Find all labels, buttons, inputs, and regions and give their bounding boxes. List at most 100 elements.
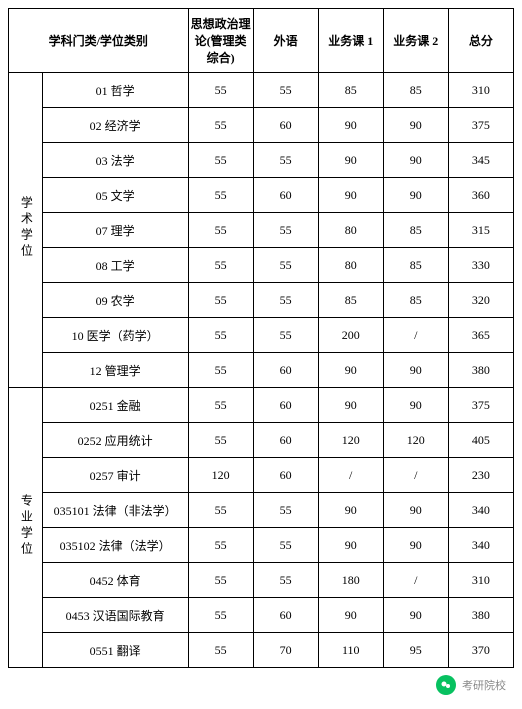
data-cell: 180 [318, 563, 383, 598]
subject-cell: 02 经济学 [42, 108, 188, 143]
data-cell: 90 [318, 143, 383, 178]
table-row: 学术学位01 哲学55558585310 [9, 73, 514, 108]
data-cell: 90 [318, 493, 383, 528]
score-table: 学科门类/学位类别 思想政治理论(管理类综合) 外语 业务课 1 业务课 2 总… [8, 8, 514, 668]
subject-cell: 0257 审计 [42, 458, 188, 493]
header-col5: 总分 [448, 9, 513, 73]
data-cell: 55 [253, 528, 318, 563]
data-cell: 55 [188, 143, 253, 178]
data-cell: 60 [253, 108, 318, 143]
data-cell: 85 [383, 248, 448, 283]
table-row: 07 理学55558085315 [9, 213, 514, 248]
data-cell: 55 [188, 388, 253, 423]
table-row: 02 经济学55609090375 [9, 108, 514, 143]
data-cell: 55 [253, 248, 318, 283]
subject-cell: 0252 应用统计 [42, 423, 188, 458]
data-cell: 85 [383, 213, 448, 248]
data-cell: 55 [253, 213, 318, 248]
data-cell: 200 [318, 318, 383, 353]
watermark-text: 考研院校 [462, 677, 506, 693]
data-cell: 55 [253, 563, 318, 598]
data-cell: 315 [448, 213, 513, 248]
data-cell: 90 [383, 598, 448, 633]
table-row: 0257 审计12060//230 [9, 458, 514, 493]
data-cell: 55 [188, 353, 253, 388]
data-cell: 120 [188, 458, 253, 493]
data-cell: 365 [448, 318, 513, 353]
table-row: 0453 汉语国际教育55609090380 [9, 598, 514, 633]
data-cell: 90 [318, 598, 383, 633]
data-cell: 405 [448, 423, 513, 458]
data-cell: 80 [318, 213, 383, 248]
header-col2: 外语 [253, 9, 318, 73]
data-cell: 320 [448, 283, 513, 318]
data-cell: 90 [383, 178, 448, 213]
subject-cell: 01 哲学 [42, 73, 188, 108]
subject-cell: 03 法学 [42, 143, 188, 178]
subject-cell: 05 文学 [42, 178, 188, 213]
header-row: 学科门类/学位类别 思想政治理论(管理类综合) 外语 业务课 1 业务课 2 总… [9, 9, 514, 73]
table-row: 0551 翻译557011095370 [9, 633, 514, 668]
data-cell: 375 [448, 388, 513, 423]
data-cell: 60 [253, 598, 318, 633]
data-cell: 55 [253, 73, 318, 108]
data-cell: 380 [448, 598, 513, 633]
header-category: 学科门类/学位类别 [9, 9, 189, 73]
data-cell: 375 [448, 108, 513, 143]
data-cell: 55 [188, 528, 253, 563]
data-cell: 55 [188, 318, 253, 353]
data-cell: 70 [253, 633, 318, 668]
data-cell: 55 [253, 493, 318, 528]
data-cell: 85 [318, 73, 383, 108]
data-cell: / [383, 458, 448, 493]
category-cell: 专业学位 [9, 388, 43, 668]
data-cell: 90 [318, 178, 383, 213]
category-label: 学术学位 [15, 196, 35, 260]
data-cell: 230 [448, 458, 513, 493]
table-row: 0452 体育5555180/310 [9, 563, 514, 598]
data-cell: 90 [318, 108, 383, 143]
subject-cell: 0251 金融 [42, 388, 188, 423]
table-row: 03 法学55559090345 [9, 143, 514, 178]
subject-cell: 035102 法律（法学） [42, 528, 188, 563]
data-cell: 80 [318, 248, 383, 283]
table-row: 12 管理学55609090380 [9, 353, 514, 388]
data-cell: 90 [383, 353, 448, 388]
subject-cell: 08 工学 [42, 248, 188, 283]
data-cell: 55 [253, 143, 318, 178]
data-cell: 90 [318, 388, 383, 423]
data-cell: 60 [253, 388, 318, 423]
table-row: 05 文学55609090360 [9, 178, 514, 213]
score-table-container: 学科门类/学位类别 思想政治理论(管理类综合) 外语 业务课 1 业务课 2 总… [0, 0, 522, 676]
data-cell: 55 [188, 563, 253, 598]
data-cell: 310 [448, 563, 513, 598]
data-cell: 60 [253, 178, 318, 213]
table-row: 专业学位0251 金融55609090375 [9, 388, 514, 423]
data-cell: 380 [448, 353, 513, 388]
table-row: 09 农学55558585320 [9, 283, 514, 318]
data-cell: / [383, 563, 448, 598]
subject-cell: 12 管理学 [42, 353, 188, 388]
data-cell: 90 [383, 143, 448, 178]
wechat-icon [436, 675, 456, 695]
table-row: 0252 应用统计5560120120405 [9, 423, 514, 458]
category-label: 专业学位 [15, 494, 35, 558]
subject-cell: 0452 体育 [42, 563, 188, 598]
header-col4: 业务课 2 [383, 9, 448, 73]
data-cell: 90 [383, 493, 448, 528]
data-cell: / [383, 318, 448, 353]
data-cell: 55 [253, 283, 318, 318]
subject-cell: 0453 汉语国际教育 [42, 598, 188, 633]
data-cell: 360 [448, 178, 513, 213]
data-cell: 55 [188, 633, 253, 668]
data-cell: 330 [448, 248, 513, 283]
data-cell: 55 [188, 598, 253, 633]
data-cell: 60 [253, 423, 318, 458]
data-cell: 340 [448, 493, 513, 528]
data-cell: 95 [383, 633, 448, 668]
table-row: 035101 法律（非法学）55559090340 [9, 493, 514, 528]
subject-cell: 10 医学（药学） [42, 318, 188, 353]
data-cell: 90 [383, 528, 448, 563]
data-cell: 55 [188, 493, 253, 528]
data-cell: 60 [253, 458, 318, 493]
